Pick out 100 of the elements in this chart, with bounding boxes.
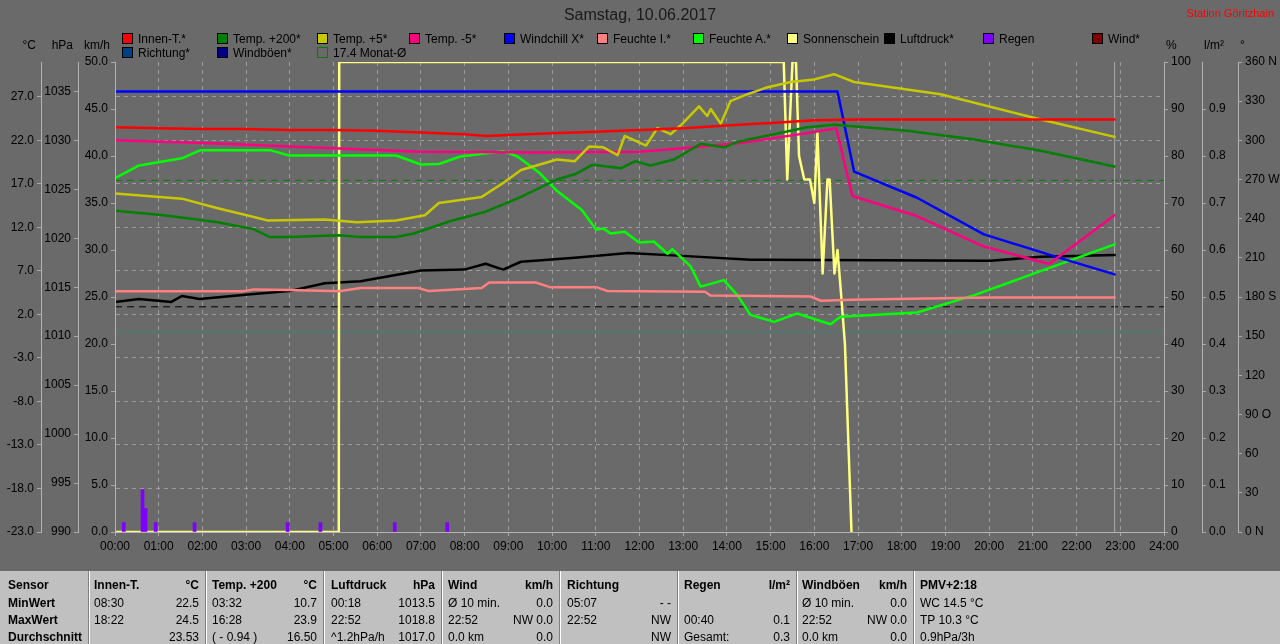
- text: MaxWert: [8, 613, 58, 627]
- y-tick-label: 22.0: [10, 132, 35, 147]
- text: 03:32: [212, 596, 243, 610]
- y-tick-label: -8.0: [13, 393, 35, 408]
- y-tick-label: 35.0: [84, 195, 109, 210]
- legend-label: Windchill X*: [520, 31, 585, 46]
- text: 16.50: [286, 630, 317, 644]
- y-tick-label: -18.0: [6, 480, 35, 495]
- y3-tick-label: 240: [1245, 210, 1266, 225]
- y2-tick-label: 90: [1171, 101, 1185, 116]
- y-tick-label: -3.0: [13, 350, 35, 365]
- text: 0.0: [890, 596, 907, 610]
- x-tick-label: 23:00: [1105, 538, 1136, 553]
- text: 22:52: [802, 613, 833, 627]
- y2-tick-label: 80: [1171, 148, 1185, 163]
- y2-axis-title: l/m²: [1204, 38, 1224, 53]
- text: - -: [659, 596, 671, 610]
- y-tick-label: 40.0: [84, 148, 109, 163]
- text: Innen-T.: [94, 578, 140, 592]
- x-tick-label: 09:00: [493, 538, 524, 553]
- x-tick-label: 24:00: [1148, 538, 1180, 553]
- y-tick-label: 17.0: [10, 176, 35, 191]
- text: 08:30: [94, 596, 125, 610]
- text: 10.7: [293, 596, 317, 610]
- text: km/h: [524, 578, 553, 592]
- y2-tick-label: 0.9: [1209, 101, 1227, 116]
- y-tick-label: 5.0: [91, 477, 109, 492]
- y2-tick-label: 0.0: [1209, 524, 1227, 539]
- text: Windböen: [802, 578, 860, 592]
- x-tick-label: 19:00: [930, 538, 961, 553]
- x-tick-label: 05:00: [318, 538, 349, 553]
- text: NW 0.0: [512, 613, 553, 627]
- y3-tick-label: 1025: [44, 181, 72, 196]
- legend-label: Richtung*: [138, 45, 191, 60]
- x-tick-label: 20:00: [974, 538, 1005, 553]
- text: 23.9: [293, 613, 317, 627]
- legend-label: Windböen*: [233, 45, 292, 60]
- y3-tick-label: 270 W: [1245, 171, 1280, 186]
- y-tick-label: 15.0: [84, 383, 109, 398]
- text: Station Göritzhain: [1186, 7, 1274, 19]
- y-tick-label: 30.0: [84, 242, 109, 257]
- text: 0.0: [536, 630, 553, 644]
- y3-tick-label: 1030: [44, 132, 72, 147]
- legend-label: Regen: [999, 31, 1035, 46]
- text: PMV+2:18: [920, 578, 978, 592]
- x-tick-label: 22:00: [1061, 538, 1092, 553]
- y2-tick-label: 50: [1171, 289, 1185, 304]
- text: 0.0: [536, 596, 553, 610]
- text: 0.1: [773, 613, 790, 627]
- legend-label: Temp. +5*: [333, 31, 388, 46]
- x-tick-label: 13:00: [668, 538, 699, 553]
- text: °C: [185, 578, 199, 592]
- legend-label: Innen-T.*: [138, 31, 187, 46]
- y2-tick-label: 0.8: [1209, 148, 1227, 163]
- bar: [121, 522, 126, 532]
- text: 1013.5: [398, 596, 435, 610]
- y2-tick-label: 70: [1171, 195, 1185, 210]
- x-tick-label: 00:00: [99, 538, 131, 553]
- text: 16:28: [212, 613, 243, 627]
- y-tick-label: 7.0: [17, 263, 35, 278]
- text: l/m²: [768, 578, 790, 592]
- y2-tick-label: 0.2: [1209, 430, 1227, 445]
- bar: [392, 522, 397, 532]
- y-tick-label: -13.0: [6, 437, 35, 452]
- y2-tick-label: 20: [1171, 430, 1185, 445]
- text: 24.5: [175, 613, 199, 627]
- y3-tick-label: 300: [1245, 132, 1266, 147]
- y2-tick-label: 0.3: [1209, 383, 1227, 398]
- y3-tick-label: 150: [1245, 328, 1266, 343]
- x-tick-label: 16:00: [799, 538, 830, 553]
- text: Gesamt:: [684, 630, 730, 644]
- text: Regen: [684, 578, 721, 592]
- y3-tick-label: 1035: [44, 83, 72, 98]
- x-tick-label: 18:00: [886, 538, 918, 553]
- y3-tick-label: 360 N: [1245, 54, 1278, 69]
- legend-label: Luftdruck*: [900, 31, 955, 46]
- text: Luftdruck: [331, 578, 387, 592]
- legend-label: Sonnenschein: [803, 31, 880, 46]
- text: Durchschnitt: [8, 630, 83, 644]
- text: 0.9hPa/3h: [920, 630, 975, 644]
- y3-tick-label: 1020: [44, 230, 72, 245]
- legend-label: Wind*: [1108, 31, 1141, 46]
- x-tick-label: 08:00: [449, 538, 481, 553]
- text: Ø 10 min.: [448, 596, 501, 610]
- text: 22:52: [567, 613, 598, 627]
- legend-label: Feuchte I.*: [613, 31, 672, 46]
- y-tick-label: 25.0: [84, 289, 109, 304]
- chart-title: Samstag, 10.06.2017: [563, 6, 717, 23]
- y2-axis-title: %: [1166, 38, 1177, 53]
- text: °C: [303, 578, 317, 592]
- text: WC 14.5 °C: [920, 596, 984, 610]
- x-tick-label: 03:00: [231, 538, 262, 553]
- text: NW: [651, 613, 671, 627]
- y2-tick-label: 0.7: [1209, 195, 1227, 210]
- y-tick-label: 20.0: [84, 336, 109, 351]
- y3-tick-label: 995: [50, 475, 72, 490]
- legend-label: 17.4 Monat-Ø: [333, 45, 407, 60]
- y-tick-label: 50.0: [84, 54, 109, 69]
- text: 18:22: [94, 613, 125, 627]
- y3-tick-label: 1015: [44, 279, 72, 294]
